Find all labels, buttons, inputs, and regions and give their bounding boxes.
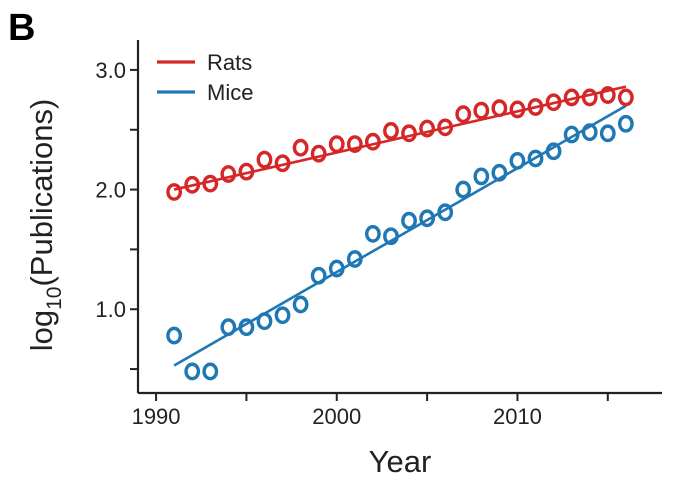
point-mice-2008 [473, 167, 490, 186]
y-tick-label-2: 2.0 [95, 178, 126, 203]
point-mice-2016 [617, 114, 634, 133]
point-rats-1997 [274, 154, 291, 173]
panel-label: B [8, 7, 35, 49]
point-rats-2010 [509, 100, 526, 119]
point-rats-2004 [401, 124, 417, 143]
point-mice-2011 [527, 149, 544, 168]
y-axis-label-rest: (Publications) [24, 99, 59, 287]
fit-line-rats [173, 85, 627, 191]
point-rats-2001 [346, 135, 363, 154]
point-mice-2013 [563, 125, 580, 144]
point-rats-1996 [256, 150, 273, 169]
point-mice-2001 [346, 250, 363, 268]
point-mice-1992 [184, 362, 201, 381]
point-rats-2003 [383, 122, 399, 140]
point-mice-1999 [310, 266, 327, 285]
x-tick-label-2000: 2000 [312, 404, 361, 429]
point-mice-2005 [419, 209, 436, 228]
point-rats-2011 [527, 98, 544, 116]
point-rats-2006 [437, 118, 454, 137]
point-mice-2007 [455, 180, 472, 199]
point-mice-2010 [509, 151, 526, 170]
x-ticks: 1990 2000 2010 [132, 393, 609, 429]
y-axis-label: log10(Publications) [24, 99, 66, 352]
point-mice-2009 [491, 163, 508, 182]
point-rats-2008 [473, 101, 490, 120]
y-axis-label-subscript: 10 [43, 287, 66, 310]
point-rats-1994 [220, 165, 237, 183]
point-mice-1996 [256, 312, 273, 331]
svg-text:log10(Publications): log10(Publications) [24, 99, 66, 352]
point-mice-1997 [274, 306, 291, 325]
y-ticks: 1.0 2.0 3.0 [95, 58, 138, 371]
point-mice-2015 [599, 124, 616, 143]
point-rats-2016 [617, 88, 634, 107]
point-rats-1993 [202, 174, 219, 193]
point-rats-2000 [328, 135, 345, 154]
y-axis-label-prefix: log [24, 310, 59, 351]
point-mice-1993 [202, 362, 219, 381]
point-rats-1998 [292, 138, 309, 157]
legend: Rats Mice [157, 50, 253, 105]
point-mice-2012 [545, 142, 562, 161]
y-tick-label-1: 1.0 [95, 297, 126, 322]
data-points [166, 86, 634, 381]
point-mice-2002 [364, 224, 381, 243]
point-mice-2003 [383, 227, 399, 246]
x-tick-label-1990: 1990 [132, 404, 181, 429]
point-rats-1992 [184, 175, 201, 194]
point-rats-2014 [581, 88, 598, 107]
point-mice-1995 [238, 318, 255, 337]
point-mice-2004 [401, 211, 417, 230]
point-rats-2007 [455, 105, 472, 124]
point-rats-2015 [599, 86, 616, 104]
point-rats-2013 [563, 88, 580, 107]
x-axis-label: Year [369, 444, 432, 479]
point-mice-2014 [581, 123, 598, 142]
y-tick-label-3: 3.0 [95, 58, 126, 83]
point-rats-1995 [238, 162, 255, 181]
point-rats-2002 [364, 132, 381, 151]
point-rats-2005 [419, 119, 436, 138]
point-mice-1998 [292, 295, 309, 314]
point-rats-2009 [491, 99, 508, 118]
legend-mice-label: Mice [207, 80, 253, 105]
point-mice-1994 [220, 318, 237, 337]
point-mice-2000 [328, 259, 345, 278]
legend-rats-label: Rats [207, 50, 252, 75]
point-mice-1991 [166, 326, 183, 345]
point-rats-1991 [166, 183, 183, 201]
point-rats-2012 [545, 93, 562, 112]
x-tick-label-2010: 2010 [493, 404, 542, 429]
point-rats-1999 [310, 144, 327, 163]
point-mice-2006 [437, 203, 454, 222]
